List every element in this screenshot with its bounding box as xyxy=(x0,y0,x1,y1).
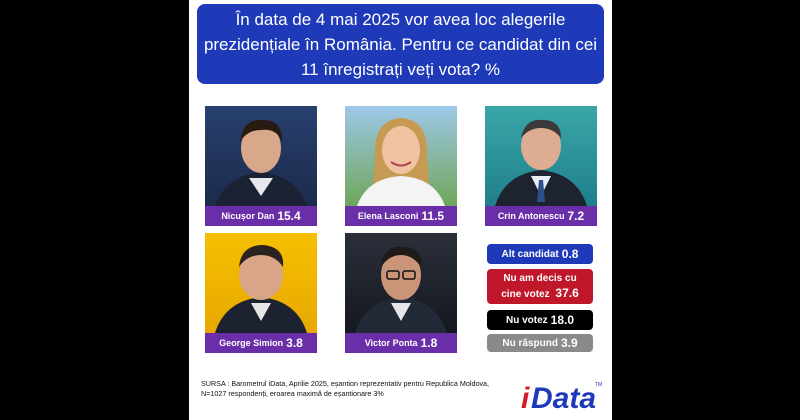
portrait-icon xyxy=(355,246,447,333)
portrait-icon xyxy=(215,245,307,333)
candidate-card-ponta: Victor Ponta 1.8 xyxy=(345,233,457,353)
candidate-value: 3.8 xyxy=(286,336,303,350)
candidate-value: 7.2 xyxy=(567,209,585,223)
portrait-icon xyxy=(495,119,587,206)
candidate-photo xyxy=(485,106,597,206)
other-value: 0.8 xyxy=(561,247,579,261)
candidate-card-lasconi: Elena Lasconi 11.5 xyxy=(345,106,457,226)
other-name: Nu răspund xyxy=(502,337,558,349)
candidate-name: George Simion xyxy=(219,338,284,348)
idata-logo: i Data TM xyxy=(521,382,602,414)
infographic-page: În data de 4 mai 2025 vor avea loc alege… xyxy=(189,0,612,420)
candidate-name: Victor Ponta xyxy=(364,338,418,348)
candidate-name: Nicușor Dan xyxy=(221,211,275,221)
candidate-label: George Simion 3.8 xyxy=(205,333,317,353)
other-value: 18.0 xyxy=(550,313,575,327)
other-name-line1: Nu am decis cu xyxy=(503,272,577,284)
candidate-label: Elena Lasconi 11.5 xyxy=(345,206,457,226)
candidate-name: Crin Antonescu xyxy=(497,211,565,221)
candidate-card-antonescu: Crin Antonescu 7.2 xyxy=(485,106,597,226)
logo-i: i xyxy=(521,382,530,414)
other-alt-candidat: Alt candidat 0.8 xyxy=(487,244,593,264)
source-note: SURSA : Barometrul iData, Aprilie 2025, … xyxy=(201,379,490,398)
logo-data: Data xyxy=(531,382,596,414)
other-nu-raspund: Nu răspund 3.9 xyxy=(487,334,593,352)
portrait-icon xyxy=(357,118,445,206)
candidate-photo xyxy=(345,106,457,206)
candidate-photo xyxy=(345,233,457,333)
other-name: Nu votez xyxy=(505,314,548,326)
candidate-value: 11.5 xyxy=(421,209,445,223)
other-name-line2: cine votez xyxy=(501,288,550,300)
candidate-value: 15.4 xyxy=(277,209,301,223)
candidate-card-simion: George Simion 3.8 xyxy=(205,233,317,353)
candidate-value: 1.8 xyxy=(420,336,438,350)
other-value: 3.9 xyxy=(560,336,578,350)
candidate-label: Nicușor Dan 15.4 xyxy=(205,206,317,226)
page-title: În data de 4 mai 2025 vor avea loc alege… xyxy=(197,4,604,84)
other-value: 37.6 xyxy=(555,285,579,300)
candidate-photo xyxy=(205,233,317,333)
other-nu-votez: Nu votez 18.0 xyxy=(487,310,593,330)
other-nu-am-decis: Nu am decis cu cine votez 37.6 xyxy=(487,269,593,304)
candidate-label: Crin Antonescu 7.2 xyxy=(485,206,597,226)
logo-tm: TM xyxy=(595,382,602,388)
candidate-name: Elena Lasconi xyxy=(357,211,419,221)
portrait-icon xyxy=(215,119,307,206)
other-name: Alt candidat xyxy=(501,248,559,260)
candidate-card-dan: Nicușor Dan 15.4 xyxy=(205,106,317,226)
candidate-label: Victor Ponta 1.8 xyxy=(345,333,457,353)
candidate-photo xyxy=(205,106,317,206)
